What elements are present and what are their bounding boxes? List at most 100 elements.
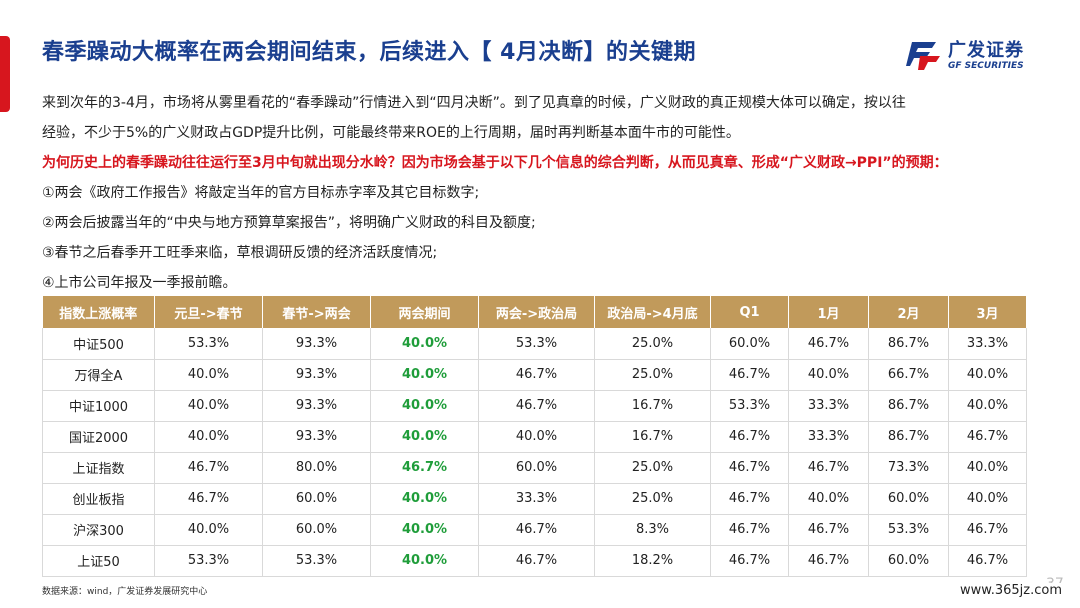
table-cell: 25.0% [594, 359, 711, 391]
table-cell: 46.7% [478, 390, 595, 422]
table-cell: 60.0% [868, 545, 949, 577]
table-row: 沪深300 40.0% 60.0% 40.0% 46.7% 8.3% 46.7% 46.7% 5… [42, 514, 1027, 546]
row-label-cell: 国证2000 [42, 421, 155, 453]
row-label-cell: 上证50 [42, 545, 155, 577]
row-label-cell: 上证指数 [42, 452, 155, 484]
table-cell: 46.7% [478, 514, 595, 546]
table-cell: 40.0% [370, 545, 479, 577]
table-cell: 40.0% [370, 359, 479, 391]
list-item: ③春节之后春季开工旺季来临，草根调研反馈的经济活跃度情况; [42, 245, 438, 261]
table-cell: 46.7% [788, 545, 869, 577]
table-cell: 8.3% [594, 514, 711, 546]
table-cell: 40.0% [154, 421, 263, 453]
table-cell: 18.2% [594, 545, 711, 577]
table-cell: 40.0% [370, 390, 479, 422]
table-cell: 46.7% [948, 514, 1027, 546]
key-question: 为何历史上的春季躁动往往运行至3月中旬就出现分水岭？因为市场会基于以下几个信息的… [42, 155, 948, 171]
table-cell: 53.3% [262, 545, 371, 577]
table-cell: 40.0% [948, 483, 1027, 515]
table-cell: 60.0% [262, 483, 371, 515]
table-cell: 86.7% [868, 328, 949, 360]
column-header: 1月 [788, 296, 869, 328]
table-cell: 40.0% [788, 483, 869, 515]
table-cell: 40.0% [788, 359, 869, 391]
table-row: 上证指数 46.7% 80.0% 46.7% 60.0% 25.0% 46.7% 46.7% 7… [42, 452, 1027, 484]
table-cell: 46.7% [710, 421, 789, 453]
table-row: 万得全A 40.0% 93.3% 40.0% 46.7% 25.0% 46.7% 40.0% 6… [42, 359, 1027, 391]
table-cell: 40.0% [370, 328, 479, 360]
table-row: 国证2000 40.0% 93.3% 40.0% 40.0% 16.7% 46.7% 33.3… [42, 421, 1027, 453]
table-cell: 33.3% [478, 483, 595, 515]
table-cell: 53.3% [710, 390, 789, 422]
table-cell: 53.3% [154, 545, 263, 577]
table-cell: 40.0% [154, 390, 263, 422]
index-rise-probability-table: 指数上涨概率 元旦->春节 春节->两会 两会期间 两会->政治局 政治局->4… [42, 296, 1027, 577]
table-cell: 60.0% [868, 483, 949, 515]
table-cell: 40.0% [478, 421, 595, 453]
table-cell: 46.7% [478, 545, 595, 577]
table-cell: 16.7% [594, 421, 711, 453]
accent-bar [0, 36, 10, 112]
column-header: 指数上涨概率 [42, 296, 155, 328]
table-row: 创业板指 46.7% 60.0% 40.0% 33.3% 25.0% 46.7% 40.0% 6… [42, 483, 1027, 515]
table-cell: 40.0% [948, 359, 1027, 391]
table-cell: 86.7% [868, 421, 949, 453]
table-cell: 46.7% [710, 545, 789, 577]
table-cell: 60.0% [478, 452, 595, 484]
paragraph-line: 经验，不少于5%的广义财政占GDP提升比例，可能最终带来ROE的上行周期，届时再… [42, 125, 740, 141]
row-label-cell: 中证1000 [42, 390, 155, 422]
table-cell: 33.3% [788, 390, 869, 422]
row-label-cell: 沪深300 [42, 514, 155, 546]
logo-chinese-name: 广发证券 [948, 40, 1024, 61]
table-cell: 46.7% [478, 359, 595, 391]
column-header: 3月 [948, 296, 1027, 328]
gf-securities-logo: 广发证券 GF SECURITIES [906, 34, 1046, 78]
table-cell: 33.3% [788, 421, 869, 453]
column-header: Q1 [710, 296, 789, 328]
table-cell: 40.0% [948, 452, 1027, 484]
table-row: 中证500 53.3% 93.3% 40.0% 53.3% 25.0% 60.0% 46.7%… [42, 328, 1027, 360]
table-cell: 53.3% [478, 328, 595, 360]
table-cell: 46.7% [710, 483, 789, 515]
gf-logo-icon [906, 42, 940, 70]
table-cell: 66.7% [868, 359, 949, 391]
table-cell: 60.0% [710, 328, 789, 360]
table-cell: 60.0% [262, 514, 371, 546]
column-header: 2月 [868, 296, 949, 328]
list-item: ①两会《政府工作报告》将敲定当年的官方目标赤字率及其它目标数字; [42, 185, 480, 201]
table-cell: 40.0% [370, 421, 479, 453]
table-cell: 46.7% [788, 452, 869, 484]
table-cell: 16.7% [594, 390, 711, 422]
table-cell: 80.0% [262, 452, 371, 484]
table-cell: 46.7% [788, 514, 869, 546]
table-cell: 86.7% [868, 390, 949, 422]
column-header: 两会->政治局 [478, 296, 595, 328]
table-cell: 40.0% [370, 483, 479, 515]
table-cell: 46.7% [948, 421, 1027, 453]
row-label-cell: 创业板指 [42, 483, 155, 515]
body-text: 来到次年的3-4月，市场将从雾里看花的“春季躁动”行情进入到“四月决断”。到了见… [42, 88, 1052, 298]
table-cell: 40.0% [948, 390, 1027, 422]
table-header-row: 指数上涨概率 元旦->春节 春节->两会 两会期间 两会->政治局 政治局->4… [42, 296, 1027, 328]
table-body: 中证500 53.3% 93.3% 40.0% 53.3% 25.0% 60.0% 46.7%… [42, 328, 1027, 577]
row-label-cell: 中证500 [42, 328, 155, 360]
table-cell: 73.3% [868, 452, 949, 484]
table-cell: 33.3% [948, 328, 1027, 360]
table-cell: 25.0% [594, 452, 711, 484]
table-cell: 46.7% [710, 514, 789, 546]
table-cell: 46.7% [710, 452, 789, 484]
table-cell: 46.7% [710, 359, 789, 391]
table-cell: 25.0% [594, 328, 711, 360]
table-cell: 93.3% [262, 328, 371, 360]
table-row: 中证1000 40.0% 93.3% 40.0% 46.7% 16.7% 53.3% 33.3… [42, 390, 1027, 422]
row-label-cell: 万得全A [42, 359, 155, 391]
table-cell: 40.0% [154, 359, 263, 391]
column-header: 两会期间 [370, 296, 479, 328]
logo-english-name: GF SECURITIES [948, 61, 1024, 71]
table-cell: 46.7% [154, 483, 263, 515]
data-source-note: 数据来源：wind，广发证券发展研究中心 [42, 587, 208, 597]
table-cell: 93.3% [262, 421, 371, 453]
table-cell: 40.0% [154, 514, 263, 546]
column-header: 政治局->4月底 [594, 296, 711, 328]
table-row: 上证50 53.3% 53.3% 40.0% 46.7% 18.2% 46.7% 46.7% 6… [42, 545, 1027, 577]
